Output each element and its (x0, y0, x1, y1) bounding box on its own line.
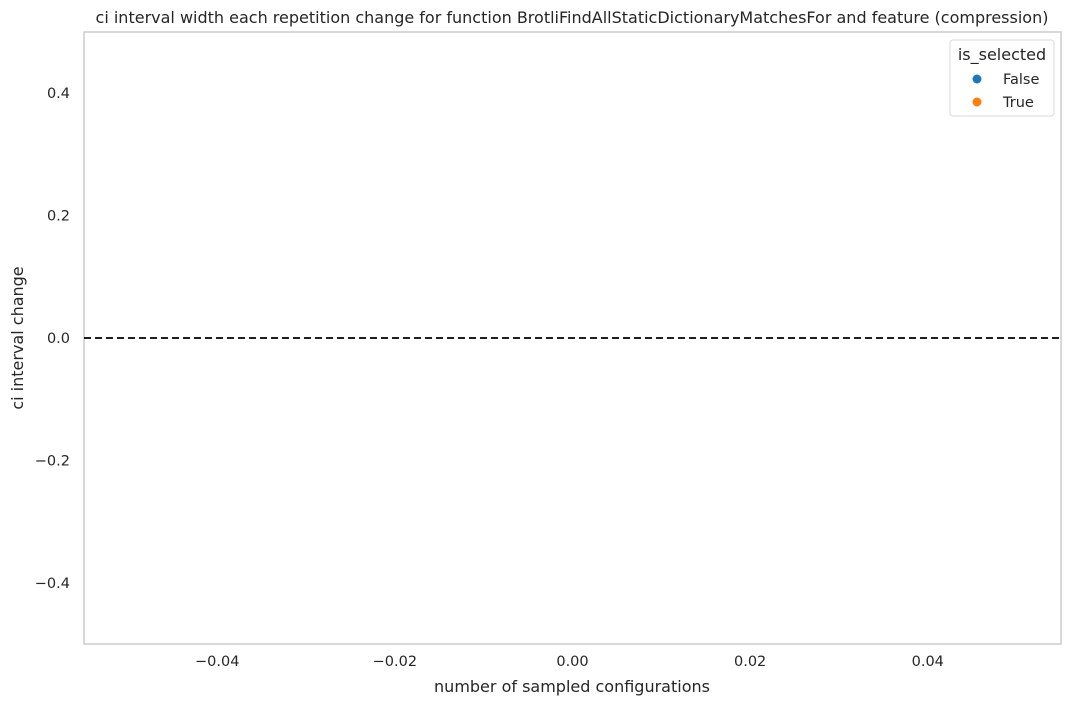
x-tick-label: 0.04 (912, 654, 944, 670)
y-axis-ticks: 0.4 0.2 0.0 −0.2 −0.4 (35, 86, 70, 592)
x-tick-label: 0.02 (734, 654, 766, 670)
y-axis-label: ci interval change (8, 266, 27, 409)
legend-marker (972, 74, 982, 84)
x-tick-label: 0.00 (556, 654, 588, 670)
legend-title: is_selected (958, 45, 1046, 65)
legend-entries: False True (972, 72, 1039, 111)
x-tick-label: −0.04 (195, 654, 239, 670)
legend-label: False (1003, 72, 1039, 88)
legend: is_selected False True (949, 39, 1055, 117)
y-tick-label: −0.4 (35, 576, 70, 592)
legend-marker (972, 97, 982, 107)
y-tick-label: 0.4 (47, 86, 70, 102)
y-tick-label: −0.2 (35, 453, 70, 469)
chart-title: ci interval width each repetition change… (96, 8, 1049, 27)
x-tick-label: −0.02 (373, 654, 417, 670)
y-tick-label: 0.0 (47, 331, 70, 347)
legend-label: True (1002, 95, 1034, 111)
legend-box (949, 39, 1055, 117)
y-tick-label: 0.2 (47, 209, 70, 225)
x-axis-ticks: −0.04 −0.02 0.00 0.02 0.04 (195, 654, 944, 670)
x-axis-label: number of sampled configurations (434, 677, 710, 696)
